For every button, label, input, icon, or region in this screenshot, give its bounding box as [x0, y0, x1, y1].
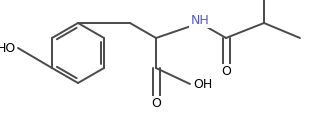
- Text: OH: OH: [193, 77, 212, 91]
- Text: O: O: [151, 97, 161, 110]
- Text: O: O: [221, 65, 231, 78]
- Text: NH: NH: [191, 14, 209, 27]
- Text: HO: HO: [0, 41, 16, 55]
